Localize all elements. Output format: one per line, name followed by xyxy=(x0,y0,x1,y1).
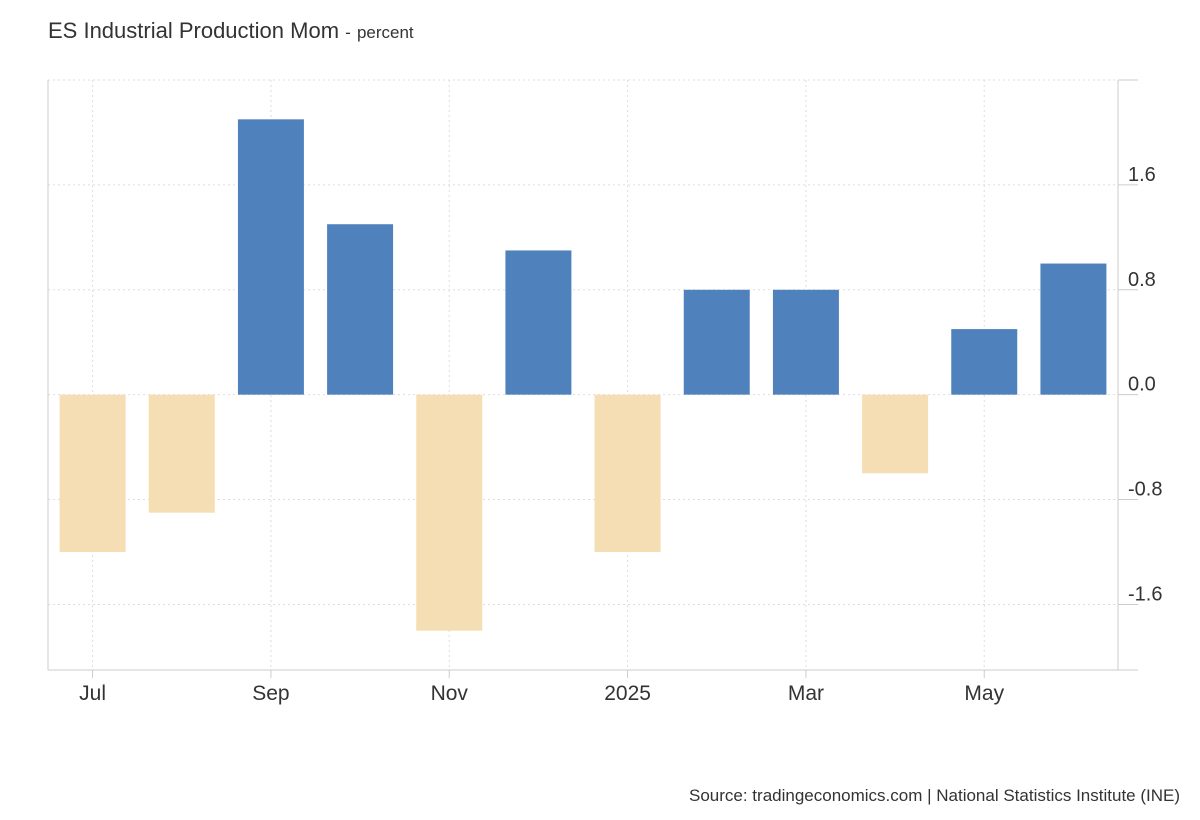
chart-title: ES Industrial Production Mom - percent xyxy=(48,18,414,44)
x-tick-label: Nov xyxy=(431,682,469,705)
chart-unit-separator: - xyxy=(345,23,351,42)
x-tick-label: Jul xyxy=(79,682,106,705)
x-tick-label: May xyxy=(964,682,1004,705)
bar-positive xyxy=(237,119,304,395)
chart-unit: percent xyxy=(356,23,414,42)
bar-positive xyxy=(327,224,394,395)
x-tick-label: 2025 xyxy=(604,682,651,705)
y-tick-label: -1.6 xyxy=(1128,583,1162,605)
bar-negative xyxy=(148,394,215,513)
y-tick-label: 0.0 xyxy=(1128,374,1156,396)
bar-negative xyxy=(862,394,929,474)
axis-layer xyxy=(47,79,1138,678)
source-note: Source: tradingeconomics.com | National … xyxy=(689,786,1180,805)
x-tick-label: Mar xyxy=(788,682,824,705)
chart-title-text: ES Industrial Production Mom xyxy=(48,18,340,43)
x-tick-label: Sep xyxy=(252,682,289,705)
bar-negative xyxy=(59,394,126,552)
bar-positive xyxy=(951,329,1018,395)
bar-positive xyxy=(683,289,750,395)
bar-positive xyxy=(505,250,572,395)
y-tick-label: -0.8 xyxy=(1128,479,1162,501)
bar-positive xyxy=(772,289,839,395)
bar-positive xyxy=(1040,263,1107,395)
bars-layer xyxy=(59,119,1107,631)
y-tick-label: 0.8 xyxy=(1128,269,1156,291)
y-tick-label: 1.6 xyxy=(1128,164,1156,186)
labels-layer: 1.6 0.8 0.0 -0.8 -1.6 Jul Sep Nov 2025 Mar May xyxy=(79,164,1162,705)
bar-negative xyxy=(594,394,661,552)
bar-negative xyxy=(416,394,483,631)
